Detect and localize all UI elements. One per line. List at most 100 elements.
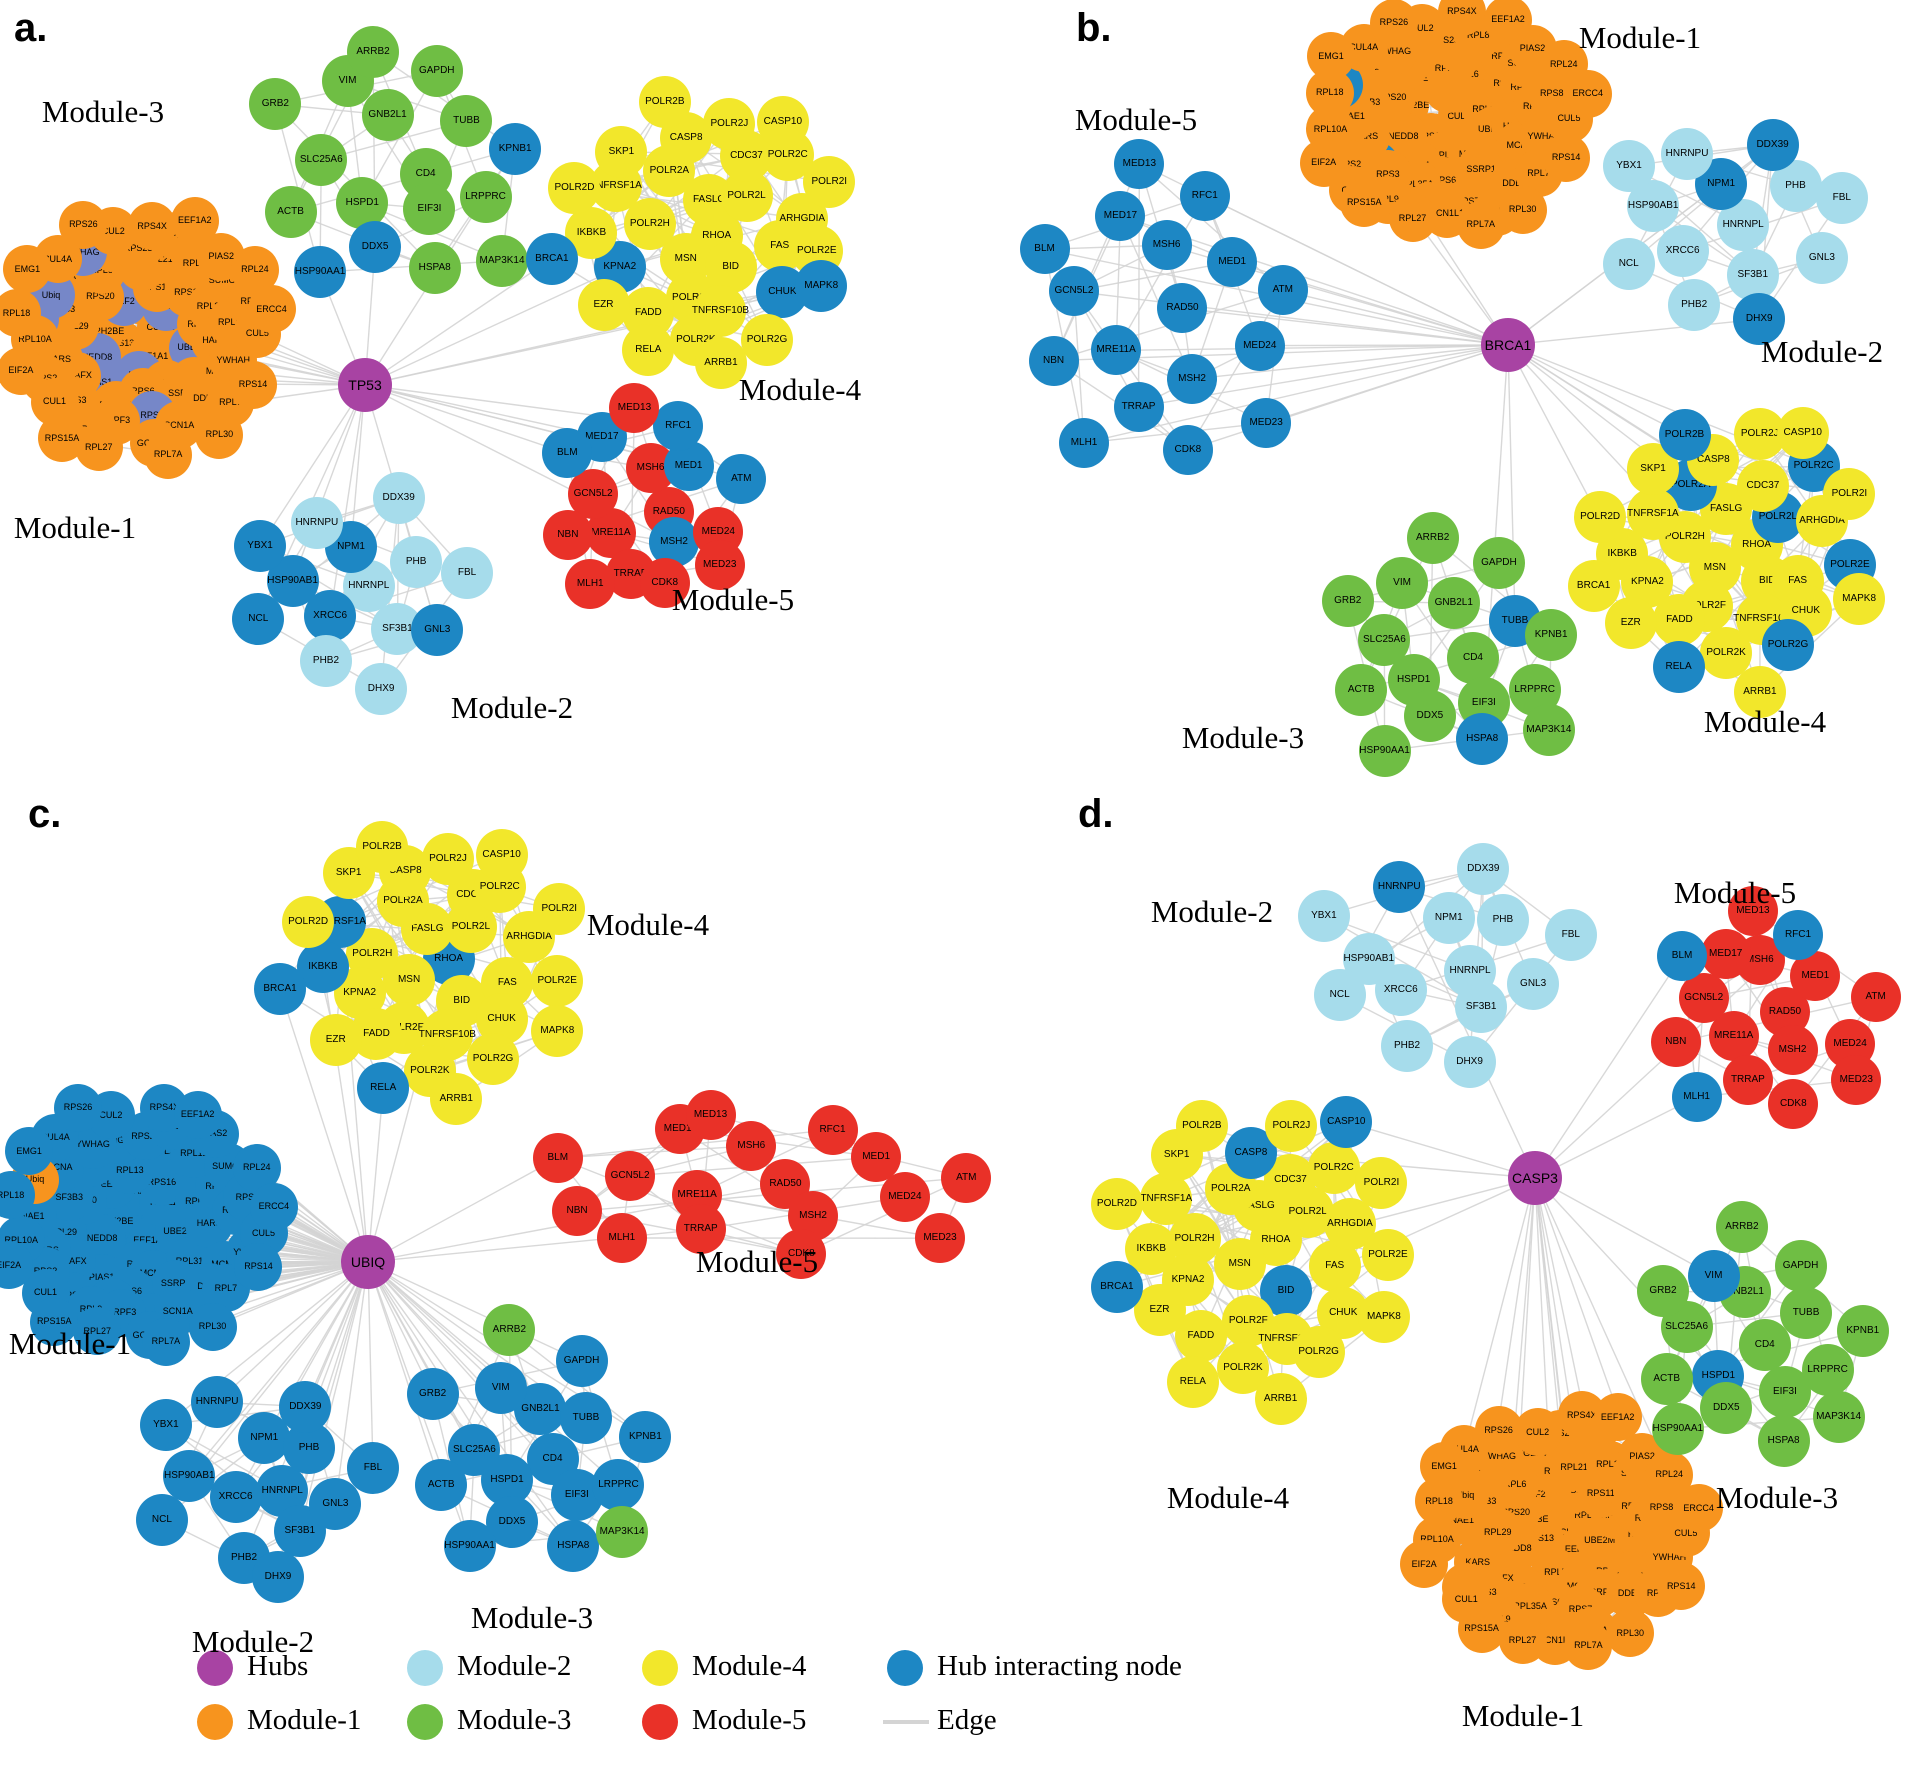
gene-node[interactable]: RFC1 bbox=[1179, 170, 1230, 221]
gene-node[interactable]: BLM bbox=[542, 428, 593, 479]
gene-node[interactable]: DDX39 bbox=[1746, 118, 1799, 171]
gene-node[interactable]: RFC1 bbox=[807, 1104, 858, 1155]
gene-node[interactable]: RPL7A bbox=[141, 1317, 190, 1366]
gene-node[interactable]: RPS26 bbox=[1369, 0, 1418, 47]
gene-node[interactable]: POLR2J bbox=[1265, 1100, 1318, 1153]
gene-node[interactable]: RELA bbox=[1166, 1355, 1219, 1408]
gene-node[interactable]: GNB2L1 bbox=[1427, 577, 1480, 630]
gene-node[interactable]: RPS26 bbox=[1474, 1406, 1523, 1455]
gene-node[interactable]: EIF2A bbox=[0, 346, 45, 395]
gene-node[interactable]: MED17 bbox=[1700, 928, 1751, 979]
gene-node[interactable]: DDX39 bbox=[372, 471, 425, 524]
gene-node[interactable]: BRCA1 bbox=[525, 232, 578, 285]
hub-node[interactable]: BRCA1 bbox=[1481, 318, 1535, 372]
gene-node[interactable]: BID bbox=[704, 241, 757, 294]
gene-node[interactable]: RFC1 bbox=[653, 401, 704, 452]
gene-node[interactable]: GCN5L2 bbox=[1678, 973, 1729, 1024]
gene-node[interactable]: POLR2I bbox=[803, 156, 856, 209]
gene-node[interactable]: HNRNPU bbox=[1373, 861, 1426, 914]
gene-node[interactable]: MED23 bbox=[1831, 1054, 1882, 1105]
gene-node[interactable]: MAPK8 bbox=[1357, 1291, 1410, 1344]
gene-node[interactable]: POLR2E bbox=[531, 955, 584, 1008]
gene-node[interactable]: HNRNPU bbox=[290, 496, 343, 549]
gene-node[interactable]: MSN bbox=[383, 953, 436, 1006]
gene-node[interactable]: ARRB2 bbox=[1715, 1200, 1768, 1253]
gene-node[interactable]: MLH1 bbox=[1671, 1072, 1722, 1123]
hub-node[interactable]: UBIQ bbox=[341, 1235, 395, 1289]
gene-node[interactable]: YBX1 bbox=[139, 1398, 192, 1451]
gene-node[interactable]: EMG1 bbox=[1307, 32, 1356, 81]
gene-node[interactable]: DHX9 bbox=[1443, 1036, 1496, 1089]
gene-node[interactable]: RPL30 bbox=[1498, 185, 1547, 234]
gene-node[interactable]: RPL27 bbox=[73, 1307, 122, 1356]
gene-node[interactable]: MAP3K14 bbox=[596, 1505, 649, 1558]
gene-node[interactable]: RPL18 bbox=[0, 1171, 35, 1220]
gene-node[interactable]: ACTB bbox=[415, 1459, 468, 1512]
gene-node[interactable]: GNL3 bbox=[411, 603, 464, 656]
gene-node[interactable]: HSP90AA1 bbox=[443, 1520, 496, 1573]
gene-node[interactable]: DHX9 bbox=[355, 663, 408, 716]
gene-node[interactable]: KPNB1 bbox=[489, 122, 542, 175]
gene-node[interactable]: TRRAP bbox=[675, 1204, 726, 1255]
gene-node[interactable]: CASP10 bbox=[756, 96, 809, 149]
gene-node[interactable]: MLH1 bbox=[596, 1212, 647, 1263]
gene-node[interactable]: SLC25A6 bbox=[295, 134, 348, 186]
gene-node[interactable]: GNL3 bbox=[1795, 232, 1848, 285]
gene-node[interactable]: GNL3 bbox=[1507, 958, 1560, 1011]
gene-node[interactable]: POLR2C bbox=[1307, 1142, 1360, 1195]
gene-node[interactable]: MAP3K14 bbox=[1812, 1391, 1865, 1443]
gene-node[interactable]: YBX1 bbox=[234, 519, 287, 572]
gene-node[interactable]: HNRNPU bbox=[1661, 127, 1714, 180]
gene-node[interactable]: VIM bbox=[1376, 557, 1429, 610]
gene-node[interactable]: ERCC4 bbox=[1674, 1484, 1723, 1533]
gene-node[interactable]: LRPPRC bbox=[459, 170, 512, 223]
gene-node[interactable]: NBN bbox=[552, 1186, 603, 1237]
gene-node[interactable]: TUBB bbox=[560, 1392, 612, 1445]
gene-node[interactable]: POLR2D bbox=[1090, 1177, 1143, 1230]
gene-node[interactable]: GNL3 bbox=[309, 1478, 362, 1531]
gene-node[interactable]: FBL bbox=[1815, 172, 1868, 225]
gene-node[interactable]: RELA bbox=[357, 1061, 410, 1114]
gene-node[interactable]: MED13 bbox=[1114, 138, 1165, 189]
gene-node[interactable]: GNB2L1 bbox=[514, 1382, 567, 1435]
gene-node[interactable]: POLR2A bbox=[1204, 1162, 1257, 1215]
gene-node[interactable]: RFC1 bbox=[1773, 909, 1824, 960]
gene-node[interactable]: BRCA1 bbox=[1090, 1260, 1143, 1313]
gene-node[interactable]: CASP10 bbox=[475, 828, 528, 881]
gene-node[interactable]: PHB2 bbox=[299, 635, 352, 688]
gene-node[interactable]: POLR2H bbox=[623, 197, 676, 250]
gene-node[interactable]: ATM bbox=[1257, 265, 1308, 316]
gene-node[interactable]: GRB2 bbox=[406, 1367, 459, 1420]
gene-node[interactable]: RELA bbox=[622, 324, 675, 377]
gene-node[interactable]: EEF1A2 bbox=[173, 1090, 222, 1139]
gene-node[interactable]: POLR2B bbox=[1658, 408, 1711, 461]
gene-node[interactable]: CDC37 bbox=[1736, 460, 1789, 513]
gene-node[interactable]: MED23 bbox=[915, 1213, 965, 1264]
gene-node[interactable]: NPM1 bbox=[238, 1412, 291, 1465]
gene-node[interactable]: MSH2 bbox=[1767, 1025, 1818, 1076]
gene-node[interactable]: ARRB1 bbox=[1733, 666, 1786, 719]
gene-node[interactable]: RPL18 bbox=[1305, 68, 1354, 117]
gene-node[interactable]: NBN bbox=[1650, 1017, 1701, 1068]
gene-node[interactable]: ATM bbox=[1850, 972, 1901, 1023]
gene-node[interactable]: POLR2I bbox=[1355, 1157, 1408, 1210]
gene-node[interactable]: BRCA1 bbox=[1567, 559, 1620, 612]
gene-node[interactable]: NCL bbox=[135, 1493, 188, 1546]
gene-node[interactable]: PHB bbox=[390, 535, 443, 588]
gene-node[interactable]: HSP90AA1 bbox=[1358, 724, 1411, 777]
gene-node[interactable]: MLH1 bbox=[1059, 418, 1110, 469]
gene-node[interactable]: RPS15A bbox=[1457, 1604, 1506, 1653]
gene-node[interactable]: HSPA8 bbox=[1456, 712, 1509, 765]
gene-node[interactable]: POLR2G bbox=[740, 313, 793, 366]
gene-node[interactable]: GAPDH bbox=[1774, 1239, 1827, 1292]
gene-node[interactable]: RPL18 bbox=[0, 289, 41, 338]
gene-node[interactable]: RPL27 bbox=[1498, 1616, 1547, 1664]
gene-node[interactable]: BLM bbox=[532, 1133, 583, 1184]
gene-node[interactable]: YBX1 bbox=[1297, 889, 1350, 942]
gene-node[interactable]: SLC25A6 bbox=[1358, 613, 1411, 666]
gene-node[interactable]: GRB2 bbox=[1636, 1265, 1689, 1318]
gene-node[interactable]: MED24 bbox=[879, 1171, 930, 1222]
gene-node[interactable]: MRE11A bbox=[1091, 325, 1142, 376]
gene-node[interactable]: MED13 bbox=[685, 1090, 736, 1141]
gene-node[interactable]: POLR2I bbox=[1823, 467, 1876, 520]
